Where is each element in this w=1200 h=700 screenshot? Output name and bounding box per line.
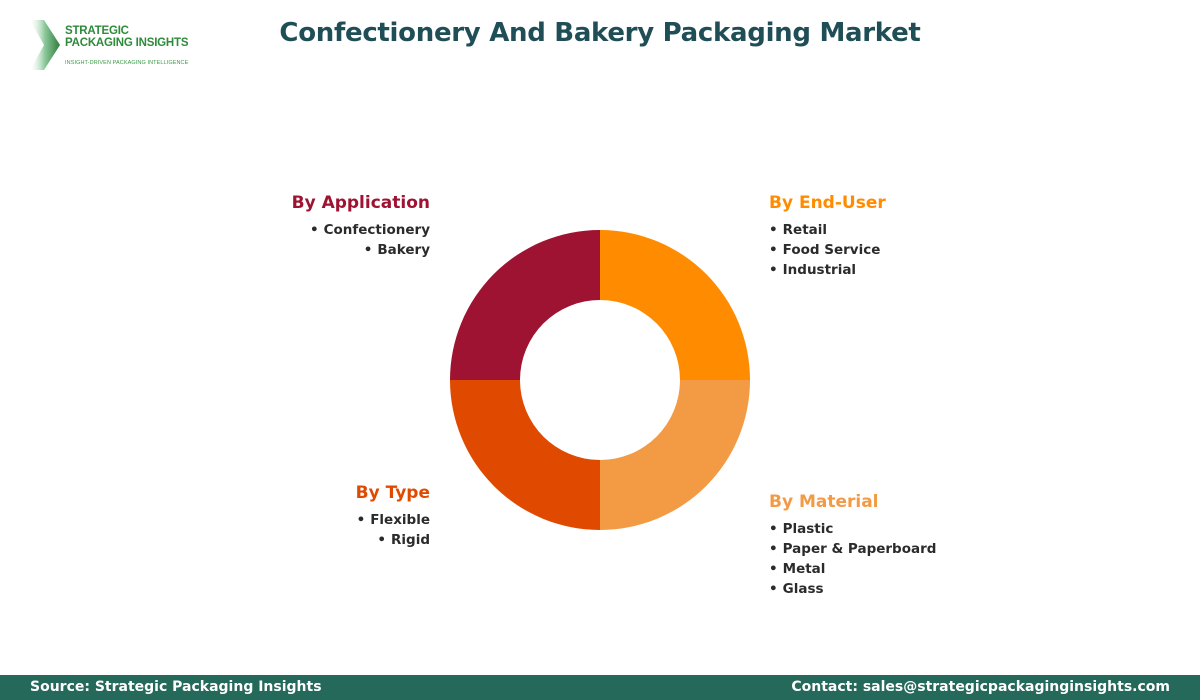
list-item: Rigid [357, 530, 430, 550]
list-item: Plastic [769, 519, 936, 539]
segment-items-type: Flexible Rigid [357, 510, 430, 550]
chevron-arrow-icon [30, 20, 60, 70]
logo-text-line2: PACKAGING INSIGHTS [65, 37, 189, 49]
list-item: Flexible [357, 510, 430, 530]
list-item: Industrial [769, 260, 880, 280]
segment-items-material: Plastic Paper & Paperboard Metal Glass [769, 519, 937, 599]
segment-items-application: Confectionery Bakery [310, 220, 430, 260]
list-item: Retail [769, 220, 880, 240]
source-text: Source: Strategic Packaging Insights [30, 679, 322, 695]
segment-material [600, 380, 750, 530]
page-title: Confectionery And Bakery Packaging Marke… [279, 18, 921, 48]
list-item: Glass [769, 579, 936, 599]
segment-items-end-user: Retail Food Service Industrial [769, 220, 881, 280]
segment-label-application: By Application [291, 193, 430, 213]
list-item: Confectionery [310, 220, 430, 240]
segment-type [450, 380, 600, 530]
segment-label-material: By Material [769, 492, 879, 512]
list-item: Bakery [310, 240, 430, 260]
brand-logo: STRATEGIC PACKAGING INSIGHTS INSIGHT-DRI… [30, 18, 230, 73]
contact-text: Contact: sales@strategicpackaginginsight… [791, 679, 1170, 695]
list-item: Food Service [769, 240, 881, 260]
logo-text-line1: STRATEGIC [65, 25, 129, 37]
segment-application [450, 230, 600, 380]
logo-tagline: INSIGHT-DRIVEN PACKAGING INTELLIGENCE [65, 60, 189, 66]
segment-label-end-user: By End-User [769, 193, 886, 213]
list-item: Metal [769, 559, 936, 579]
footer-bar: Source: Strategic Packaging Insights Con… [0, 675, 1200, 700]
list-item: Paper & Paperboard [769, 539, 937, 559]
donut-chart [450, 230, 750, 530]
segment-end-user [600, 230, 750, 380]
segment-label-type: By Type [355, 483, 430, 503]
